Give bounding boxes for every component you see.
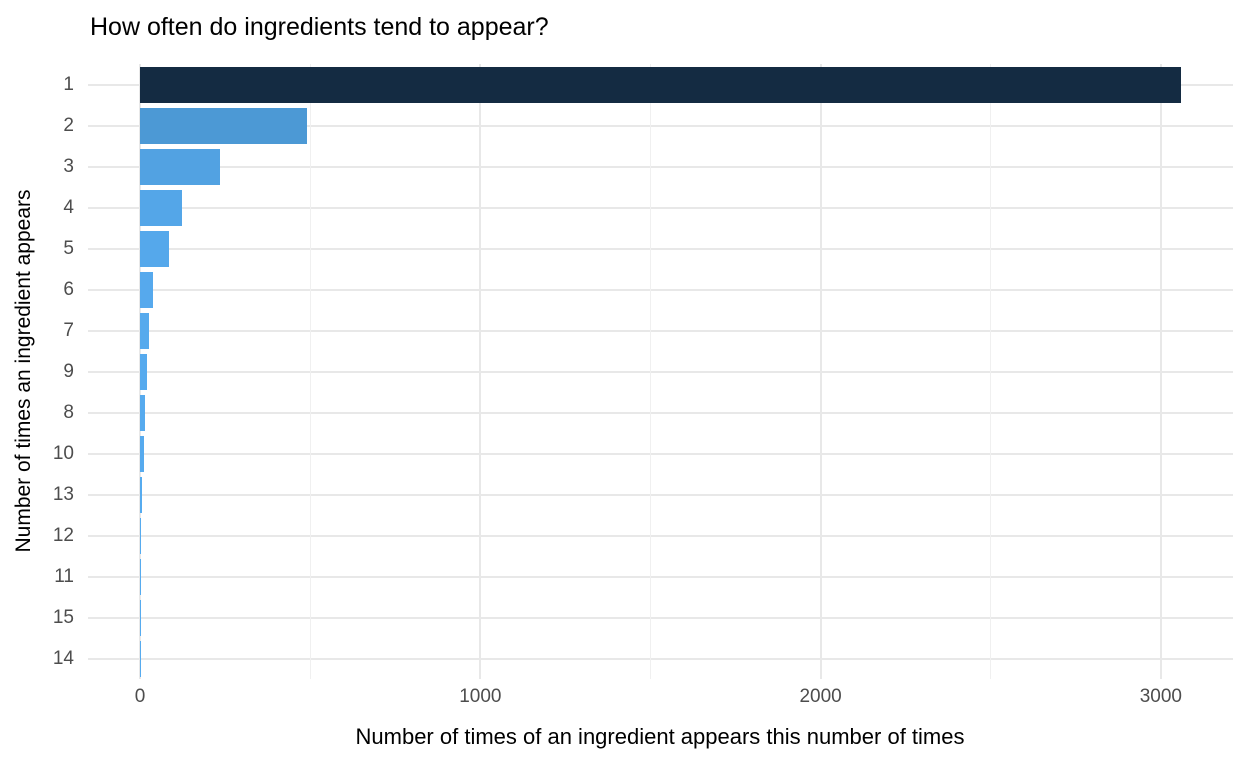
bar-3 bbox=[140, 148, 221, 185]
y-tick-label: 15 bbox=[52, 606, 74, 628]
gridline-x-major bbox=[819, 64, 822, 679]
gridline-y-major bbox=[88, 206, 1233, 209]
plot-panel bbox=[88, 64, 1233, 679]
x-axis-title: Number of times of an ingredient appears… bbox=[355, 724, 965, 749]
gridline-x-minor bbox=[309, 64, 311, 679]
bar-7 bbox=[140, 312, 150, 349]
y-tick-label: 13 bbox=[52, 483, 74, 505]
gridline-y-major bbox=[88, 329, 1233, 332]
gridline-y-major bbox=[88, 124, 1233, 127]
bar-2 bbox=[140, 107, 307, 144]
bar-1 bbox=[140, 66, 1182, 103]
y-tick-label: 2 bbox=[63, 114, 74, 136]
y-axis-title: Number of times an ingredient appears bbox=[12, 189, 35, 553]
y-tick-label: 7 bbox=[63, 319, 74, 341]
bar-15 bbox=[140, 599, 142, 636]
bar-14 bbox=[140, 640, 142, 677]
gridline-y-major bbox=[88, 370, 1233, 373]
gridline-y-major bbox=[88, 575, 1233, 578]
gridline-y-major bbox=[88, 493, 1233, 496]
bar-10 bbox=[140, 435, 145, 472]
gridline-y-major bbox=[88, 411, 1233, 414]
gridline-y-major bbox=[88, 247, 1233, 250]
bar-6 bbox=[140, 271, 153, 308]
gridline-y-major bbox=[88, 452, 1233, 455]
y-tick-label: 5 bbox=[63, 237, 74, 259]
gridline-x-minor bbox=[649, 64, 651, 679]
y-tick-label: 1 bbox=[63, 73, 74, 95]
y-tick-label: 10 bbox=[52, 442, 74, 464]
y-tick-label: 14 bbox=[52, 647, 74, 669]
y-tick-label: 4 bbox=[63, 196, 74, 218]
gridline-y-major bbox=[88, 657, 1233, 660]
x-tick-label: 2000 bbox=[799, 686, 842, 707]
gridline-y-major bbox=[88, 534, 1233, 537]
gridline-y-major bbox=[88, 165, 1233, 168]
gridline-x-minor bbox=[990, 64, 992, 679]
gridline-x-major bbox=[479, 64, 482, 679]
y-tick-label: 9 bbox=[63, 360, 74, 382]
bar-5 bbox=[140, 230, 169, 267]
y-tick-label: 11 bbox=[54, 565, 74, 587]
x-tick-label: 0 bbox=[134, 686, 146, 707]
x-tick-label: 3000 bbox=[1139, 686, 1182, 707]
y-tick-label: 6 bbox=[63, 278, 74, 300]
x-tick-label: 1000 bbox=[459, 686, 502, 707]
chart-title: How often do ingredients tend to appear? bbox=[90, 13, 549, 41]
y-tick-label: 8 bbox=[63, 401, 74, 423]
gridline-y-major bbox=[88, 616, 1233, 619]
y-tick-label: 12 bbox=[52, 524, 74, 546]
bar-8 bbox=[140, 394, 146, 431]
bar-9 bbox=[140, 353, 147, 390]
gridline-x-major bbox=[1159, 64, 1162, 679]
bar-4 bbox=[140, 189, 183, 226]
y-tick-label: 3 bbox=[63, 155, 74, 177]
gridline-y-major bbox=[88, 288, 1233, 291]
bar-12 bbox=[140, 517, 142, 554]
bar-11 bbox=[140, 558, 142, 595]
bar-13 bbox=[140, 476, 143, 513]
